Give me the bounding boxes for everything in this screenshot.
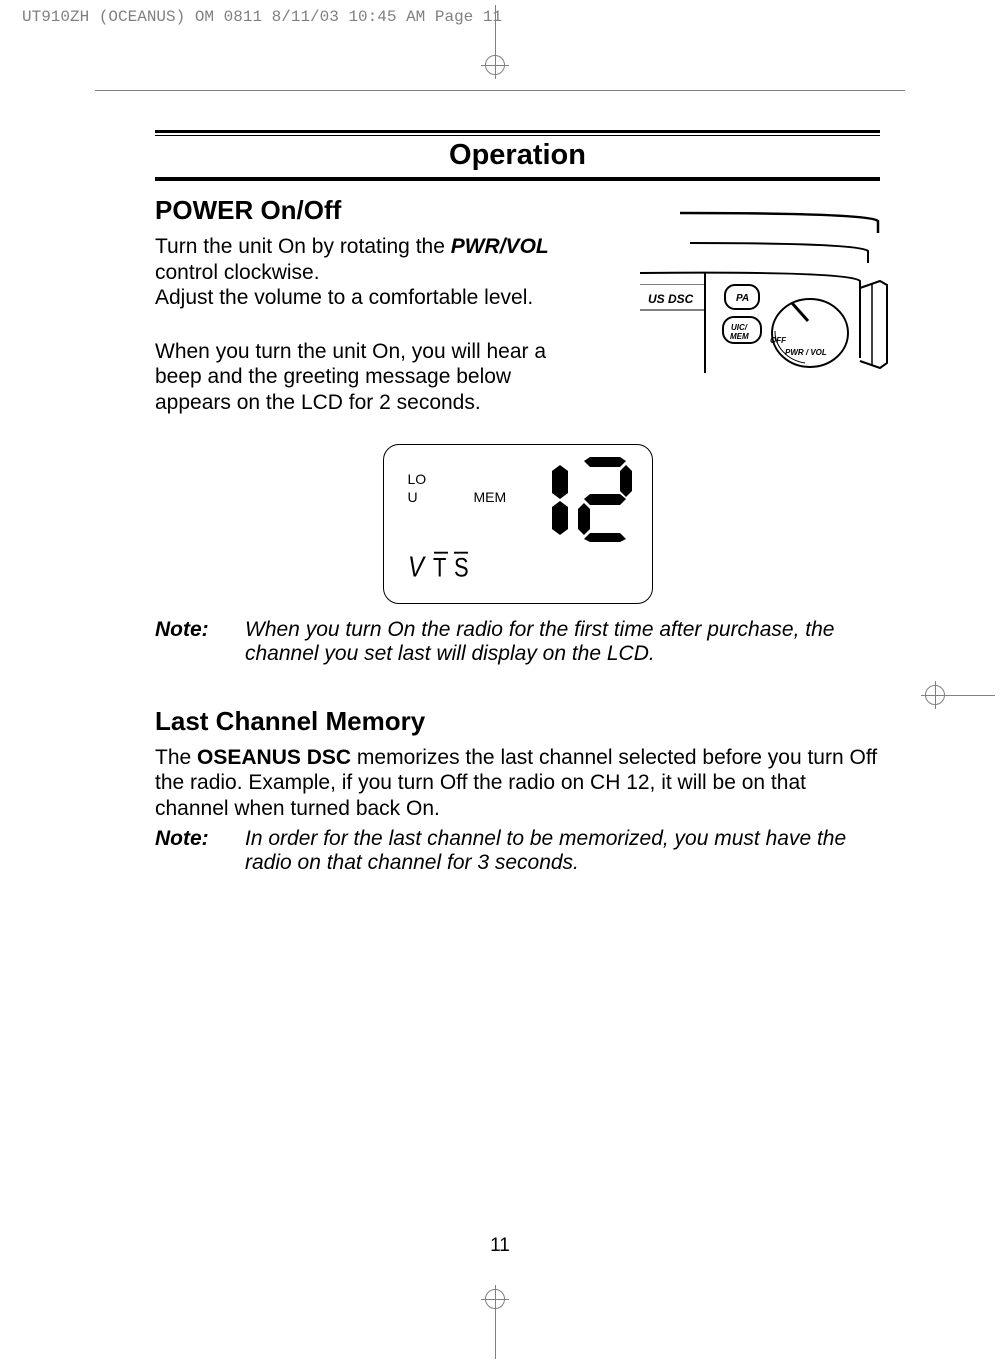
- page-content: Operation POWER On/Off Turn the unit On …: [155, 130, 880, 875]
- device-illustration: US DSC PA UIC/ MEM OFF PWR / VOL: [610, 203, 890, 403]
- lcd-mem-label: MEM: [474, 489, 507, 505]
- note-block: Note: When you turn On the radio for the…: [155, 618, 880, 666]
- crop-mark: [95, 90, 905, 91]
- registration-mark-icon: [485, 1289, 505, 1309]
- paragraph: When you turn the unit On, you will hear…: [155, 339, 585, 416]
- text: control clockwise.: [155, 261, 320, 284]
- paragraph: Adjust the volume to a comfortable level…: [155, 285, 585, 311]
- heading-memory: Last Channel Memory: [155, 706, 880, 737]
- text: The: [155, 746, 197, 769]
- print-meta-header: UT910ZH (OCEANUS) OM 0811 8/11/03 10:45 …: [22, 8, 502, 26]
- note-block: Note: In order for the last channel to b…: [155, 827, 880, 875]
- paragraph: Turn the unit On by rotating the PWR/VOL…: [155, 234, 585, 285]
- lcd-u-label: U: [408, 489, 418, 505]
- svg-text:V: V: [408, 550, 427, 583]
- lcd-digits-12: [542, 457, 632, 542]
- lcd-vts-label: V T S: [408, 550, 478, 594]
- text: Turn the unit On by rotating the: [155, 235, 451, 258]
- text-bold: OSEANUS DSC: [197, 746, 351, 769]
- label-off: OFF: [770, 336, 787, 345]
- label-us-dsc: US DSC: [648, 292, 694, 306]
- label-uic: UIC/: [731, 323, 748, 332]
- svg-text:S: S: [454, 554, 472, 583]
- divider: [155, 130, 880, 133]
- divider: [155, 178, 880, 181]
- label-mem: MEM: [730, 332, 749, 341]
- note-text: In order for the last channel to be memo…: [245, 827, 880, 875]
- note-text: When you turn On the radio for the first…: [245, 618, 880, 666]
- note-label: Note:: [155, 827, 245, 875]
- lcd-illustration: LO U MEM V T S: [383, 444, 653, 604]
- registration-mark-icon: [485, 55, 505, 75]
- label-pa: PA: [736, 293, 749, 304]
- paragraph: The OSEANUS DSC memorizes the last chann…: [155, 745, 880, 822]
- text-bold-italic: PWR/VOL: [451, 235, 549, 258]
- registration-mark-icon: [925, 685, 945, 705]
- section-title: Operation: [155, 136, 880, 177]
- lcd-lo-label: LO: [408, 471, 427, 487]
- page-number: 11: [0, 1235, 1000, 1257]
- label-pwr-vol: PWR / VOL: [785, 348, 827, 357]
- svg-text:T: T: [433, 554, 449, 583]
- note-label: Note:: [155, 618, 245, 666]
